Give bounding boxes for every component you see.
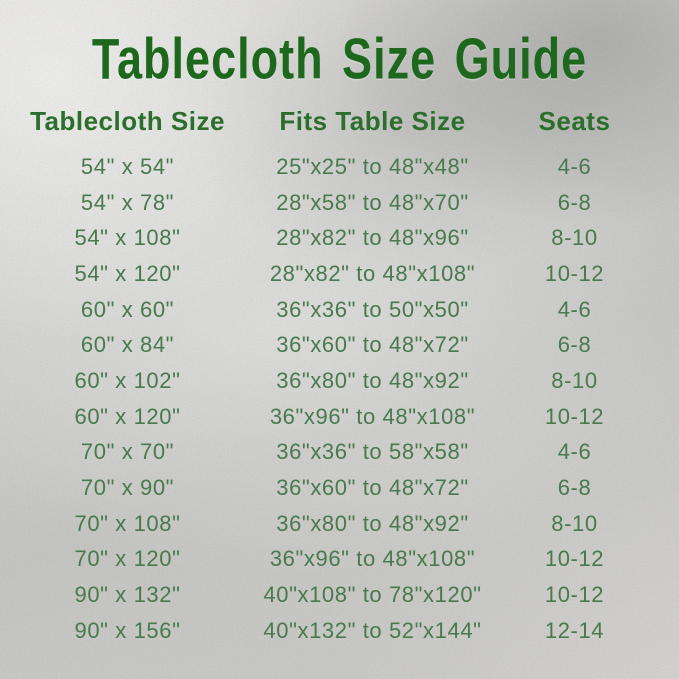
tablecloth-size-cell: 54" x 54" [80,153,175,179]
table-row: 54" x 120" 28"x82" to 48"x108" 10-12 [0,256,679,292]
fits-table-size-cell: 36"x96" to 48"x108" [269,546,476,572]
tablecloth-size-cell: 60" x 84" [80,332,175,358]
tablecloth-size-cell: 70" x 70" [80,439,175,465]
tablecloth-size-cell: 90" x 156" [74,617,181,643]
seats-cell: 4-6 [557,439,592,465]
fits-table-size-cell: 25"x25" to 48"x48" [276,153,469,179]
fits-table-size-cell: 28"x82" to 48"x96" [276,225,469,251]
table-header-row: Tablecloth Size Fits Table Size Seats [0,103,679,139]
seats-cell: 12-14 [544,617,605,643]
fits-table-size-cell: 28"x58" to 48"x70" [276,189,469,215]
fits-table-size-cell: 36"x60" to 48"x72" [276,475,469,501]
table-row: 70" x 70" 36"x36" to 58"x58" 4-6 [0,435,679,471]
table-row: 70" x 108" 36"x80" to 48"x92" 8-10 [0,506,679,542]
table-row: 60" x 60" 36"x36" to 50"x50" 4-6 [0,292,679,328]
seats-cell: 4-6 [557,296,592,322]
seats-cell: 8-10 [551,367,598,393]
page-title: Tablecloth Size Guide [91,26,588,92]
fits-table-size-cell: 36"x60" to 48"x72" [276,332,469,358]
seats-cell: 8-10 [551,225,598,251]
column-header-tablecloth-size: Tablecloth Size [30,105,225,136]
tablecloth-size-cell: 54" x 78" [80,189,175,215]
column-header-seats: Seats [538,105,611,136]
fits-table-size-cell: 36"x80" to 48"x92" [276,367,469,393]
tablecloth-size-cell: 90" x 132" [74,582,181,608]
table-row: 54" x 108" 28"x82" to 48"x96" 8-10 [0,220,679,256]
table-row: 70" x 120" 36"x96" to 48"x108" 10-12 [0,542,679,578]
fits-table-size-cell: 40"x132" to 52"x144" [263,617,482,643]
tablecloth-size-cell: 54" x 108" [74,225,181,251]
table-row: 54" x 54" 25"x25" to 48"x48" 4-6 [0,149,679,185]
table-row: 60" x 84" 36"x60" to 48"x72" 6-8 [0,327,679,363]
tablecloth-size-cell: 70" x 120" [74,546,181,572]
tablecloth-size-cell: 60" x 102" [74,367,181,393]
fits-table-size-cell: 40"x108" to 78"x120" [263,582,482,608]
table-row: 60" x 102" 36"x80" to 48"x92" 8-10 [0,363,679,399]
seats-cell: 10-12 [544,546,605,572]
fits-table-size-cell: 28"x82" to 48"x108" [269,260,476,286]
seats-cell: 6-8 [557,332,592,358]
tablecloth-size-cell: 54" x 120" [74,260,181,286]
table-row: 90" x 132" 40"x108" to 78"x120" 10-12 [0,577,679,613]
seats-cell: 4-6 [557,153,592,179]
table-row: 60" x 120" 36"x96" to 48"x108" 10-12 [0,399,679,435]
tablecloth-size-cell: 70" x 108" [74,510,181,536]
table-row: 70" x 90" 36"x60" to 48"x72" 6-8 [0,470,679,506]
table-row: 90" x 156" 40"x132" to 52"x144" 12-14 [0,613,679,649]
fits-table-size-cell: 36"x96" to 48"x108" [269,403,476,429]
seats-cell: 10-12 [544,582,605,608]
size-table-body: 54" x 54" 25"x25" to 48"x48" 4-6 54" x 7… [0,149,679,649]
seats-cell: 6-8 [557,189,592,215]
seats-cell: 10-12 [544,260,605,286]
fits-table-size-cell: 36"x80" to 48"x92" [276,510,469,536]
tablecloth-size-cell: 70" x 90" [80,475,175,501]
table-row: 54" x 78" 28"x58" to 48"x70" 6-8 [0,185,679,221]
seats-cell: 8-10 [551,510,598,536]
tablecloth-size-cell: 60" x 120" [74,403,181,429]
seats-cell: 10-12 [544,403,605,429]
tablecloth-size-cell: 60" x 60" [80,296,175,322]
seats-cell: 6-8 [557,475,592,501]
fits-table-size-cell: 36"x36" to 58"x58" [276,439,469,465]
column-header-fits-table-size: Fits Table Size [279,105,466,136]
fits-table-size-cell: 36"x36" to 50"x50" [276,296,469,322]
